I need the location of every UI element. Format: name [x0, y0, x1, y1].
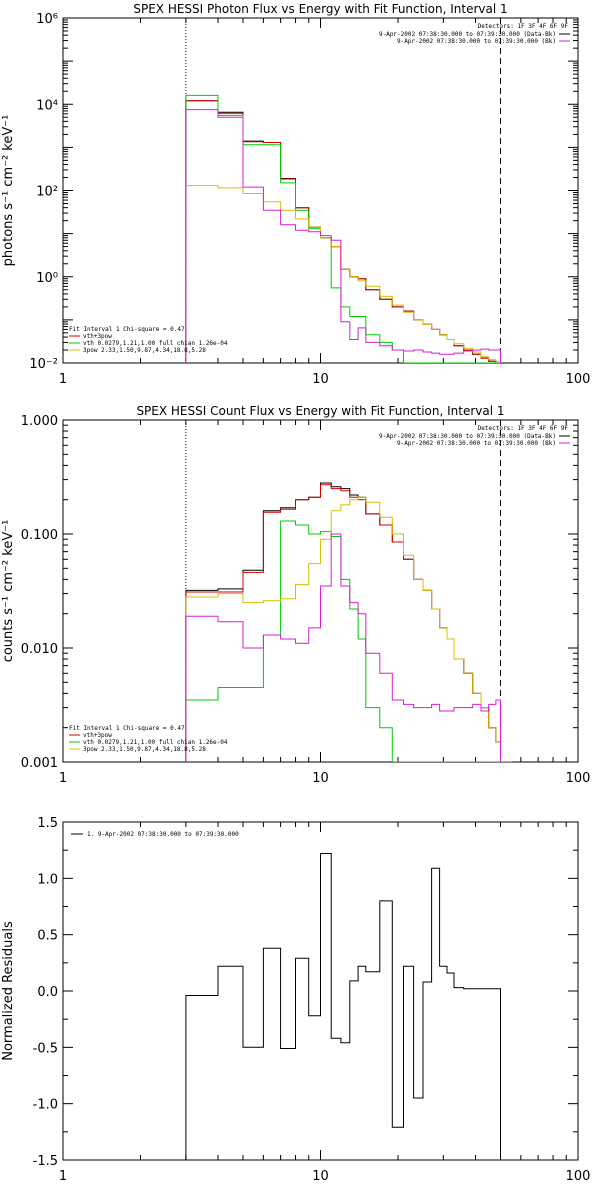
x-tick-label: 1 [59, 372, 67, 387]
y-tick-label: 1.0 [37, 872, 58, 887]
y-axis-label: Normalized Residuals [1, 921, 16, 1061]
series-line-3 [185, 496, 512, 762]
series-line-3 [185, 185, 501, 363]
legend-fit-header: Fit Interval 1 Chi-square = 0.47 [69, 725, 185, 732]
legend-entry: 3pow 2.33,1.50,9.87,4.34,18.8,5.28 [83, 746, 206, 753]
series-line-0 [185, 482, 512, 762]
legend-title: Detectors: 1F 3F 4F 6F 9F [478, 23, 569, 30]
chart-title: SPEX HESSI Photon Flux vs Energy with Fi… [133, 2, 507, 16]
series-group [185, 853, 501, 1160]
series-line-1 [185, 484, 512, 762]
y-tick-label: -0.5 [33, 1041, 58, 1056]
series-line-4 [185, 533, 512, 762]
y-tick-label: 1.5 [37, 816, 58, 831]
y-tick-label: 10⁰ [36, 271, 58, 286]
y-tick-label: 10⁴ [36, 98, 58, 113]
y-tick-label: -1.5 [33, 1154, 58, 1169]
y-axis-label: photons s⁻¹ cm⁻² keV⁻¹ [1, 115, 16, 267]
x-tick-label: 10 [312, 771, 329, 786]
series-group [185, 482, 512, 762]
x-tick-label: 1 [59, 771, 67, 786]
panel-residuals: 1 10 100 -1.5 -1.0 -0.5 0.0 0.5 1.0 1.5 Normalized… [1, 816, 590, 1184]
series-line-2 [185, 520, 512, 762]
legend-entry: 9-Apr-2002 07:38:30.000 to 07:39:30.000 … [397, 440, 556, 447]
series-line-1 [185, 100, 501, 363]
legend-entry: vth+3pow [83, 333, 112, 340]
y-tick-label: 10² [36, 185, 58, 200]
panel-photon: SPEX HESSI Photon Flux vs Energy with Fi… [1, 2, 590, 387]
series-line-0 [185, 853, 501, 1160]
legend-fit-header: Fit Interval 1 Chi-square = 0.47 [69, 326, 185, 333]
legend-entry: 9-Apr-2002 07:38:30.000 to 07:39:30.000 … [397, 38, 556, 45]
series-line-4 [185, 109, 501, 363]
legend-entry: 9-Apr-2002 07:38:30.000 to 07:39:30.000 … [379, 31, 556, 38]
y-tick-label: 0.0 [37, 985, 58, 1000]
y-tick-label: -1.0 [33, 1098, 58, 1113]
x-tick-label: 10 [312, 1169, 329, 1184]
legend-title: Detectors: 1F 3F 4F 6F 9F [478, 425, 569, 432]
legend-entry: 9-Apr-2002 07:38:30.000 to 07:39:30.000 … [379, 433, 556, 440]
x-tick-label: 100 [566, 1169, 591, 1184]
y-tick-label: 0.001 [21, 756, 58, 771]
series-line-0 [185, 100, 501, 363]
x-tick-label: 1 [59, 1169, 67, 1184]
legend-entry: vth 0.0279,1.21,1.00 full chian 1.26e-04 [83, 739, 228, 746]
y-tick-label: 10⁶ [36, 12, 58, 27]
series-line-2 [185, 94, 501, 363]
y-tick-label: 0.5 [37, 929, 58, 944]
x-tick-label: 100 [566, 372, 591, 387]
y-axis-label: counts s⁻¹ cm⁻² keV⁻¹ [1, 520, 16, 663]
legend-entry: vth 0.0279,1.21,1.00 full chian 1.26e-04 [83, 340, 228, 347]
y-tick-label: 0.100 [21, 528, 58, 543]
series-group [185, 94, 501, 363]
y-tick-label: 0.010 [21, 642, 58, 657]
chart-title: SPEX HESSI Count Flux vs Energy with Fit… [136, 404, 504, 418]
x-tick-label: 10 [312, 372, 329, 387]
legend-entry: 1. 9-Apr-2002 07:38:30.000 to 07:39:30.0… [87, 831, 239, 838]
y-tick-label: 10⁻² [29, 357, 58, 372]
x-tick-label: 100 [566, 771, 591, 786]
legend-entry: 3pow 2.33,1.50,9.87,4.34,18.8,5.28 [83, 347, 206, 354]
legend-entry: vth+3pow [83, 732, 112, 739]
panel-count: SPEX HESSI Count Flux vs Energy with Fit… [1, 404, 590, 786]
y-tick-label: 1.000 [21, 414, 58, 429]
